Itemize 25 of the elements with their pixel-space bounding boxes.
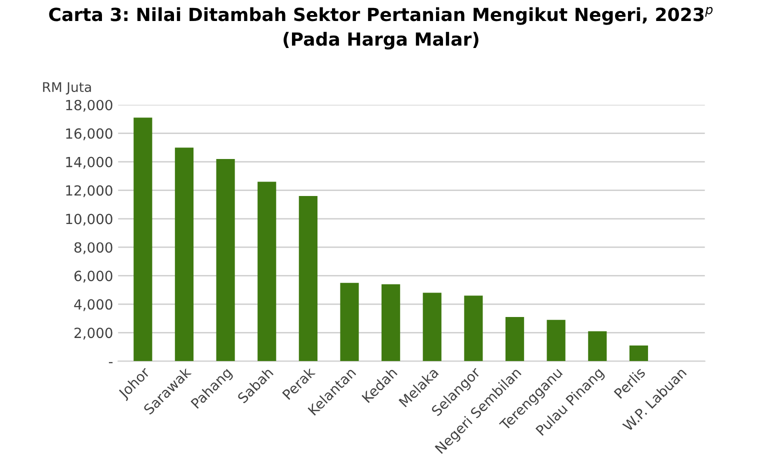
y-tick-label: 10,000 — [66, 214, 112, 226]
chart-title: Carta 3: Nilai Ditambah Sektor Pertanian Mengikut Negeri, 2023$^{p}$ (Pada Harga Malar) — [49, 6, 713, 50]
bar — [422, 292, 442, 362]
y-tick-label: 18,000 — [66, 100, 112, 112]
y-tick-label: - — [108, 362, 113, 364]
bar — [258, 182, 276, 362]
bar — [629, 345, 648, 362]
y-axis-title: RM Juta — [43, 82, 91, 94]
bar — [340, 282, 359, 362]
y-tick-label: 4,000 — [74, 299, 112, 312]
bar — [174, 148, 194, 362]
bar — [464, 296, 483, 362]
y-tick-label: 8,000 — [74, 242, 112, 254]
y-tick-label: 16,000 — [66, 128, 112, 140]
bar — [588, 331, 607, 362]
y-tick-label: 12,000 — [66, 185, 112, 198]
bar — [134, 118, 152, 362]
bar — [216, 158, 235, 362]
bar — [382, 284, 400, 362]
y-tick-label: 14,000 — [66, 156, 112, 169]
bar — [298, 196, 318, 362]
bar — [505, 317, 524, 362]
y-tick-label: 6,000 — [74, 270, 112, 283]
y-tick-label: 2,000 — [74, 328, 112, 340]
bar — [546, 320, 566, 362]
